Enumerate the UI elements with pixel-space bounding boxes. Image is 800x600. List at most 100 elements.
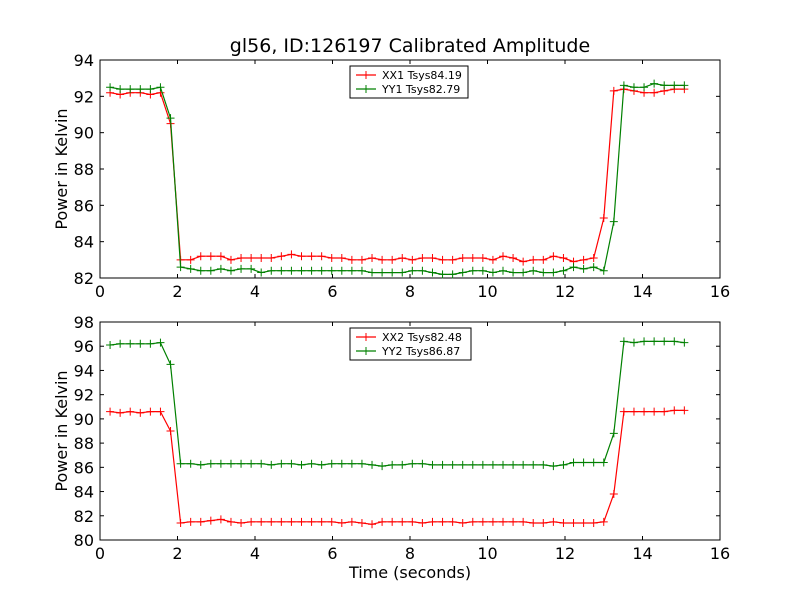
data-point-marker bbox=[519, 268, 528, 277]
data-point-marker bbox=[186, 517, 195, 526]
x-tick-label: 12 bbox=[555, 282, 575, 301]
data-point-marker bbox=[378, 462, 387, 471]
data-point-marker bbox=[186, 255, 195, 264]
data-point-marker bbox=[176, 459, 185, 468]
data-point-marker bbox=[619, 337, 628, 346]
data-point-marker bbox=[277, 459, 286, 468]
x-tick-label: 14 bbox=[632, 544, 652, 563]
data-point-marker bbox=[619, 407, 628, 416]
data-point-marker bbox=[327, 254, 336, 263]
data-point-marker bbox=[287, 250, 296, 259]
data-point-marker bbox=[650, 337, 659, 346]
data-point-marker bbox=[458, 519, 467, 528]
data-point-marker bbox=[408, 517, 417, 526]
data-point-marker bbox=[519, 517, 528, 526]
legend-label: YY2 Tsys86.87 bbox=[381, 345, 460, 358]
data-point-marker bbox=[529, 266, 538, 275]
legend-label: XX2 Tsys82.48 bbox=[382, 331, 462, 344]
y-tick-label: 80 bbox=[74, 531, 94, 550]
data-point-marker bbox=[448, 517, 457, 526]
data-point-marker bbox=[337, 459, 346, 468]
data-point-marker bbox=[186, 459, 195, 468]
data-point-marker bbox=[116, 85, 125, 94]
data-point-marker bbox=[126, 339, 135, 348]
data-point-marker bbox=[448, 270, 457, 279]
y-tick-label: 84 bbox=[74, 233, 94, 252]
data-point-marker bbox=[337, 254, 346, 263]
data-point-marker bbox=[609, 489, 618, 498]
y-tick-label: 88 bbox=[74, 160, 94, 179]
data-point-marker bbox=[680, 81, 689, 90]
data-point-marker bbox=[247, 254, 256, 263]
data-point-marker bbox=[629, 407, 638, 416]
data-point-marker bbox=[267, 460, 276, 469]
y-tick-label: 98 bbox=[74, 313, 94, 332]
data-point-marker bbox=[488, 460, 497, 469]
data-point-marker bbox=[629, 83, 638, 92]
data-point-marker bbox=[438, 460, 447, 469]
data-point-marker bbox=[247, 459, 256, 468]
data-point-marker bbox=[297, 266, 306, 275]
data-point-marker bbox=[559, 266, 568, 275]
data-point-marker bbox=[337, 519, 346, 528]
data-point-marker bbox=[609, 217, 618, 226]
legend-label: XX1 Tsys84.19 bbox=[382, 69, 462, 82]
data-point-marker bbox=[589, 263, 598, 272]
data-point-marker bbox=[579, 458, 588, 467]
y-tick-label: 88 bbox=[74, 434, 94, 453]
legend-marker bbox=[362, 71, 370, 79]
data-point-marker bbox=[267, 266, 276, 275]
x-tick-label: 6 bbox=[327, 282, 337, 301]
y-tick-label: 84 bbox=[74, 483, 94, 502]
data-point-marker bbox=[257, 254, 266, 263]
data-point-marker bbox=[569, 519, 578, 528]
data-point-marker bbox=[640, 407, 649, 416]
data-point-marker bbox=[247, 517, 256, 526]
data-point-marker bbox=[650, 88, 659, 97]
data-point-marker bbox=[519, 257, 528, 266]
data-point-marker bbox=[307, 266, 316, 275]
data-point-marker bbox=[549, 252, 558, 261]
data-point-marker bbox=[378, 517, 387, 526]
legend-box bbox=[349, 65, 469, 99]
data-point-marker bbox=[196, 252, 205, 261]
data-point-marker bbox=[357, 459, 366, 468]
data-point-marker bbox=[569, 458, 578, 467]
data-point-marker bbox=[257, 268, 266, 277]
legend-marker bbox=[362, 333, 370, 341]
data-point-marker bbox=[388, 460, 397, 469]
data-point-marker bbox=[166, 360, 175, 369]
data-point-marker bbox=[176, 519, 185, 528]
data-point-marker bbox=[428, 254, 437, 263]
data-point-marker bbox=[257, 517, 266, 526]
data-point-marker bbox=[206, 516, 215, 525]
legend-box bbox=[349, 327, 472, 361]
data-point-marker bbox=[357, 519, 366, 528]
data-point-marker bbox=[559, 460, 568, 469]
y-tick-label: 82 bbox=[74, 507, 94, 526]
data-point-marker bbox=[136, 85, 145, 94]
data-point-marker bbox=[106, 407, 115, 416]
data-point-marker bbox=[146, 85, 155, 94]
data-point-marker bbox=[388, 517, 397, 526]
data-point-marker bbox=[408, 459, 417, 468]
data-point-marker bbox=[589, 254, 598, 263]
x-tick-label: 8 bbox=[405, 544, 415, 563]
data-point-marker bbox=[408, 266, 417, 275]
data-point-marker bbox=[670, 81, 679, 90]
x-axis-label: Time (seconds) bbox=[348, 563, 471, 582]
data-point-marker bbox=[206, 266, 215, 275]
data-point-marker bbox=[539, 255, 548, 264]
data-point-marker bbox=[599, 517, 608, 526]
data-point-marker bbox=[539, 460, 548, 469]
data-point-marker bbox=[267, 517, 276, 526]
data-point-marker bbox=[287, 517, 296, 526]
data-point-marker bbox=[579, 519, 588, 528]
data-point-marker bbox=[499, 252, 507, 261]
data-point-marker bbox=[478, 266, 487, 275]
x-tick-label: 10 bbox=[477, 544, 497, 563]
data-point-marker bbox=[549, 462, 558, 471]
data-point-marker bbox=[418, 459, 427, 468]
data-point-marker bbox=[579, 264, 588, 273]
data-point-marker bbox=[206, 252, 215, 261]
